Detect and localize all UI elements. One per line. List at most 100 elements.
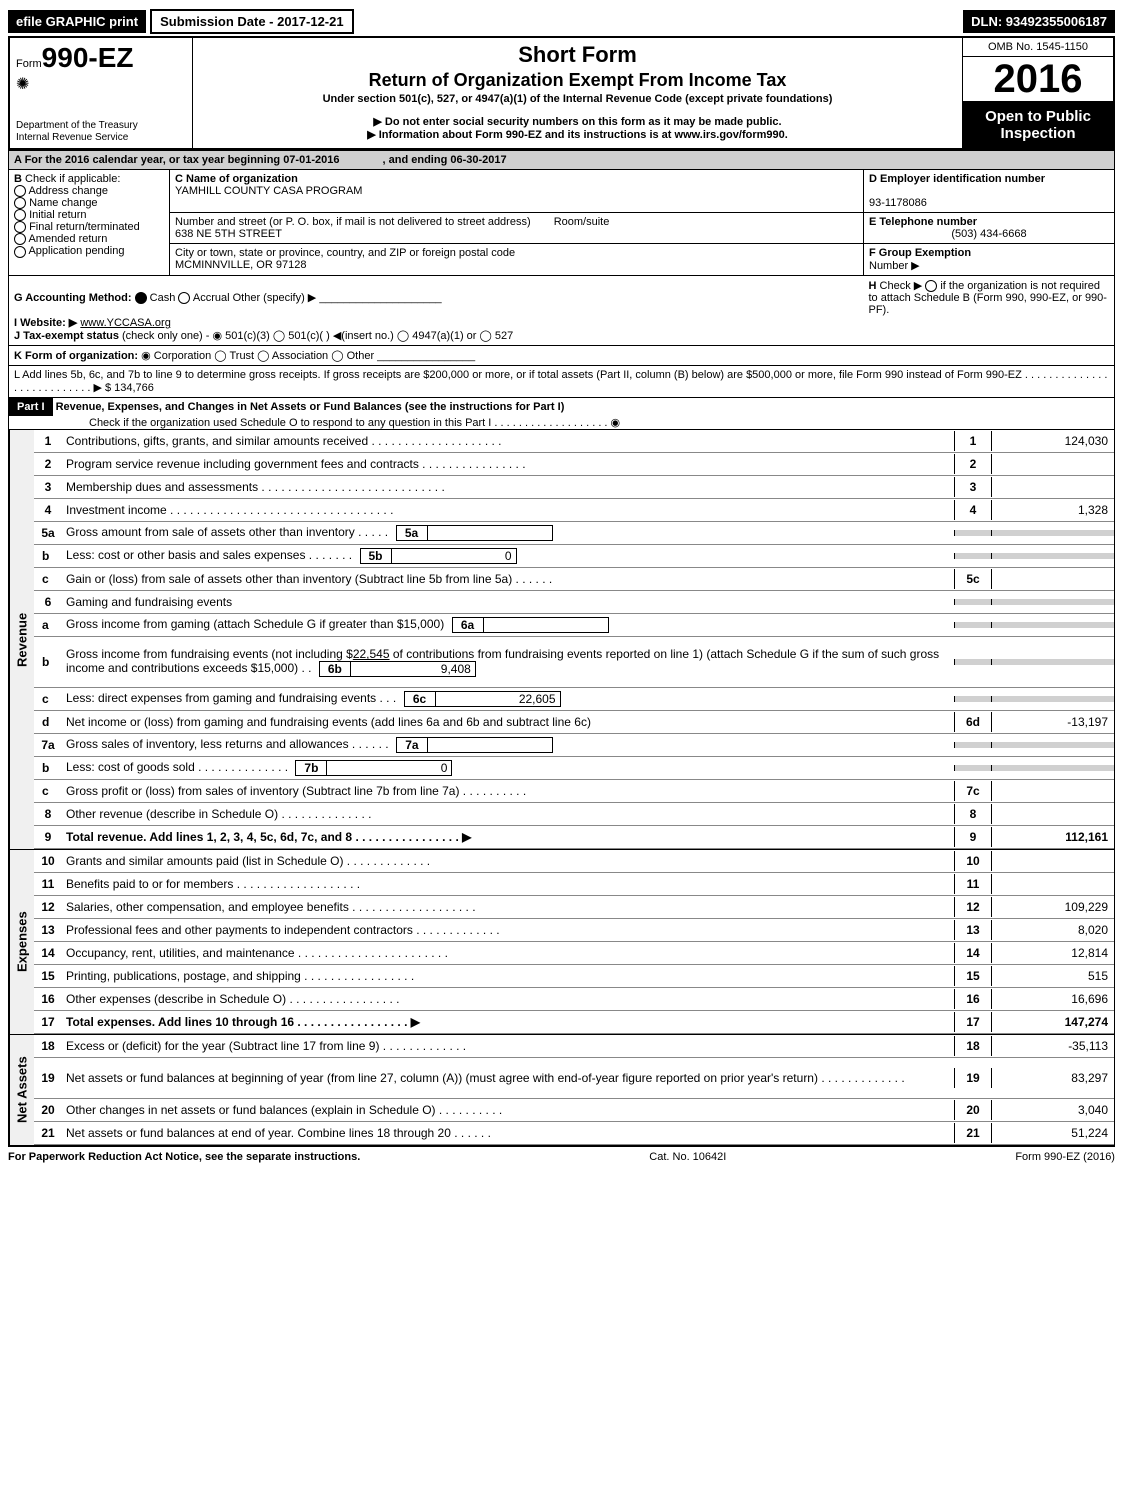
line-17-num: 17	[34, 1012, 62, 1032]
line-2-val	[992, 461, 1114, 467]
shaded-box	[954, 696, 992, 702]
section-g-label: G Accounting Method:	[14, 292, 132, 304]
line-7b-box: 7b	[295, 760, 327, 776]
form-header: Form 990-EZ ✺ Department of the Treasury…	[8, 36, 1115, 150]
line-9-num: 9	[34, 827, 62, 847]
line-6d-val: -13,197	[992, 712, 1114, 732]
return-title: Return of Organization Exempt From Incom…	[201, 70, 954, 91]
check-if-applicable: Check if applicable:	[25, 173, 120, 185]
shaded-box	[954, 599, 992, 605]
line-5c-desc: Gain or (loss) from sale of assets other…	[62, 569, 954, 589]
line-7a-desc: Gross sales of inventory, less returns a…	[62, 734, 954, 756]
ein: 93-1178086	[869, 197, 927, 209]
line-6b-box: 6b	[319, 661, 351, 677]
line-5b-sub: b	[34, 546, 62, 566]
line-21-desc: Net assets or fund balances at end of ye…	[62, 1123, 954, 1143]
line-4-val: 1,328	[992, 500, 1114, 520]
phone: (503) 434-6668	[869, 228, 1109, 240]
line-5a-boxval	[428, 525, 553, 541]
efile-print-button[interactable]: efile GRAPHIC print	[8, 10, 146, 33]
dln: DLN: 93492355006187	[963, 10, 1115, 33]
other-specify: Other (specify) ▶	[233, 292, 317, 304]
group-exemption-number: Number ▶	[869, 260, 920, 272]
line-4-desc: Investment income . . . . . . . . . . . …	[62, 500, 954, 520]
checkbox-final-return[interactable]	[14, 221, 26, 233]
info-link[interactable]: ▶ Information about Form 990-EZ and its …	[201, 128, 954, 141]
line-17-desc: Total expenses. Add lines 10 through 16 …	[62, 1012, 954, 1032]
subtitle: Under section 501(c), 527, or 4947(a)(1)…	[201, 93, 954, 105]
part-i-header: Part I	[9, 398, 53, 416]
shaded-val	[992, 530, 1114, 536]
short-form-title: Short Form	[201, 42, 954, 68]
top-bar: efile GRAPHIC print Submission Date - 20…	[8, 8, 1115, 34]
line-7c-val	[992, 788, 1114, 794]
checkbox-name-change[interactable]	[14, 197, 26, 209]
expenses-label: Expenses	[9, 850, 34, 1034]
checkbox-application-pending[interactable]	[14, 246, 26, 258]
checkbox-schedule-b[interactable]	[925, 280, 937, 292]
dept-treasury: Department of the Treasury	[16, 120, 186, 132]
line-21-num: 21	[34, 1123, 62, 1143]
website-link[interactable]: www.YCCASA.org	[80, 317, 170, 329]
form-of-organization: ◉ Corporation ◯ Trust ◯ Association ◯ Ot…	[141, 350, 374, 362]
line-7c-box: 7c	[954, 781, 992, 801]
line-6c-boxval: 22,605	[436, 691, 561, 707]
line-7b-desc: Less: cost of goods sold . . . . . . . .…	[62, 757, 954, 779]
line-6-num: 6	[34, 592, 62, 612]
shaded-box	[954, 659, 992, 665]
line-6b-sub: b	[34, 652, 62, 672]
line-8-val	[992, 811, 1114, 817]
line-3-val	[992, 484, 1114, 490]
line-6a-desc: Gross income from gaming (attach Schedul…	[62, 614, 954, 636]
section-j-label: J Tax-exempt status	[14, 330, 119, 342]
line-6d-sub: d	[34, 712, 62, 732]
line-17-val: 147,274	[992, 1012, 1114, 1032]
submission-date: Submission Date - 2017-12-21	[150, 9, 354, 34]
line-6a-box: 6a	[452, 617, 484, 633]
line-19-num: 19	[34, 1068, 62, 1088]
line-2-box: 2	[954, 454, 992, 474]
section-i-label: I Website: ▶	[14, 317, 77, 329]
form-label: Form	[16, 58, 42, 70]
line-5a-desc: Gross amount from sale of assets other t…	[62, 522, 954, 544]
line-13-val: 8,020	[992, 920, 1114, 940]
section-l-text: L Add lines 5b, 6c, and 7b to line 9 to …	[14, 369, 1107, 394]
line-2-desc: Program service revenue including govern…	[62, 454, 954, 474]
line-18-box: 18	[954, 1036, 992, 1056]
revenue-label: Revenue	[9, 430, 34, 849]
shaded-box	[954, 742, 992, 748]
section-c-addr-label: Number and street (or P. O. box, if mail…	[175, 216, 531, 228]
line-3-desc: Membership dues and assessments . . . . …	[62, 477, 954, 497]
radio-accrual[interactable]	[178, 292, 190, 304]
line-6c-box: 6c	[404, 691, 436, 707]
checkbox-address-change[interactable]	[14, 185, 26, 197]
h-check: Check ▶	[880, 280, 923, 292]
line-7a-box: 7a	[396, 737, 428, 753]
line-5c-box: 5c	[954, 569, 992, 589]
checkbox-amended[interactable]	[14, 233, 26, 245]
line-16-num: 16	[34, 989, 62, 1009]
line-5b-boxval: 0	[392, 548, 517, 564]
line-20-desc: Other changes in net assets or fund bala…	[62, 1100, 954, 1120]
part-i-title: Revenue, Expenses, and Changes in Net As…	[56, 401, 565, 413]
shaded-val	[992, 553, 1114, 559]
line-8-box: 8	[954, 804, 992, 824]
line-a-ending: , and ending 06-30-2017	[383, 154, 507, 166]
line-18-val: -35,113	[992, 1036, 1114, 1056]
line-8-num: 8	[34, 804, 62, 824]
line-18-num: 18	[34, 1036, 62, 1056]
line-17-box: 17	[954, 1012, 992, 1032]
form-ref: Form 990-EZ (2016)	[1015, 1151, 1115, 1163]
line-1-desc: Contributions, gifts, grants, and simila…	[62, 431, 954, 451]
shaded-box	[954, 622, 992, 628]
line-12-box: 12	[954, 897, 992, 917]
line-4-num: 4	[34, 500, 62, 520]
line-10-num: 10	[34, 851, 62, 871]
line-15-num: 15	[34, 966, 62, 986]
line-19-desc: Net assets or fund balances at beginning…	[62, 1068, 954, 1088]
radio-cash[interactable]	[135, 292, 147, 304]
checkbox-initial-return[interactable]	[14, 209, 26, 221]
line-7a-num: 7a	[34, 735, 62, 755]
tax-exempt-status: (check only one) - ◉ 501(c)(3) ◯ 501(c)(…	[122, 330, 513, 342]
part-i-check: Check if the organization used Schedule …	[9, 416, 1114, 429]
